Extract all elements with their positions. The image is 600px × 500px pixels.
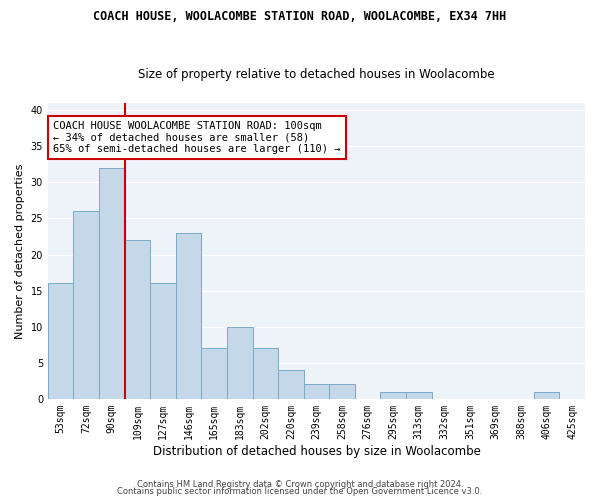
- Text: COACH HOUSE, WOOLACOMBE STATION ROAD, WOOLACOMBE, EX34 7HH: COACH HOUSE, WOOLACOMBE STATION ROAD, WO…: [94, 10, 506, 23]
- Bar: [380, 392, 406, 399]
- X-axis label: Distribution of detached houses by size in Woolacombe: Distribution of detached houses by size …: [152, 444, 481, 458]
- Bar: [48, 284, 73, 399]
- Bar: [227, 326, 253, 399]
- Bar: [304, 384, 329, 399]
- Bar: [278, 370, 304, 399]
- Bar: [125, 240, 150, 399]
- Bar: [253, 348, 278, 399]
- Text: Contains public sector information licensed under the Open Government Licence v3: Contains public sector information licen…: [118, 487, 482, 496]
- Bar: [329, 384, 355, 399]
- Bar: [534, 392, 559, 399]
- Bar: [150, 284, 176, 399]
- Bar: [99, 168, 125, 399]
- Bar: [202, 348, 227, 399]
- Bar: [73, 211, 99, 399]
- Title: Size of property relative to detached houses in Woolacombe: Size of property relative to detached ho…: [138, 68, 495, 81]
- Text: Contains HM Land Registry data © Crown copyright and database right 2024.: Contains HM Land Registry data © Crown c…: [137, 480, 463, 489]
- Bar: [176, 233, 202, 399]
- Text: COACH HOUSE WOOLACOMBE STATION ROAD: 100sqm
← 34% of detached houses are smaller: COACH HOUSE WOOLACOMBE STATION ROAD: 100…: [53, 121, 341, 154]
- Bar: [406, 392, 431, 399]
- Y-axis label: Number of detached properties: Number of detached properties: [15, 163, 25, 338]
